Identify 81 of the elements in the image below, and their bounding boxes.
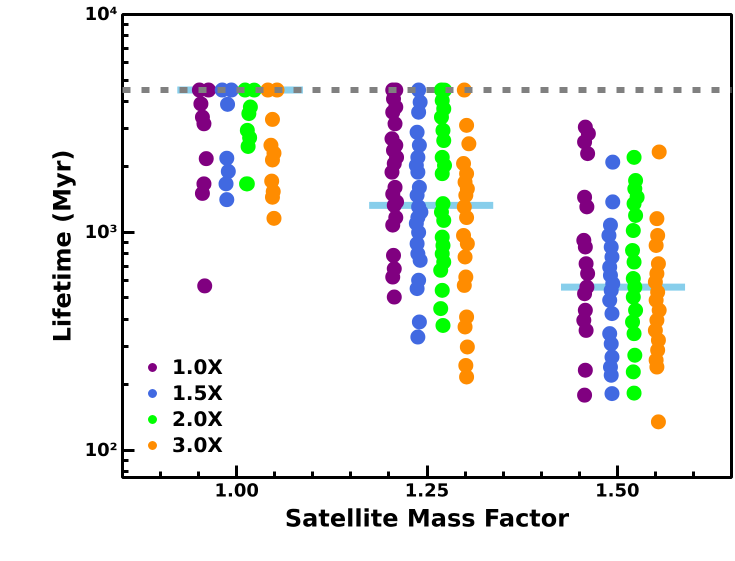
point (604, 336, 619, 352)
point (197, 278, 212, 294)
point (627, 348, 642, 363)
point (604, 386, 620, 402)
legend-label: 1.5X (172, 381, 223, 405)
point (650, 414, 666, 430)
legend-label: 2.0X (172, 407, 223, 431)
point (220, 96, 236, 112)
x-tick-label: 1.25 (404, 480, 450, 502)
point (604, 306, 620, 322)
point (411, 104, 426, 120)
point (578, 322, 594, 338)
x-axis-title: Satellite Mass Factor (284, 504, 570, 532)
point (436, 212, 452, 228)
point (388, 116, 403, 132)
point (384, 164, 400, 180)
point (580, 146, 596, 162)
y-tick-label: 10² (84, 440, 118, 461)
point (433, 262, 448, 278)
point (579, 199, 594, 214)
point (628, 208, 644, 223)
y-tick-label: 10⁴ (84, 4, 118, 25)
point (458, 320, 473, 334)
y-axis-title: Lifetime (Myr) (48, 150, 77, 342)
point (626, 386, 642, 401)
point (626, 326, 642, 342)
point (193, 96, 208, 112)
point (194, 186, 210, 201)
point (652, 144, 667, 160)
point (410, 330, 426, 344)
point (436, 133, 452, 148)
point (412, 138, 427, 153)
point (412, 314, 427, 330)
point (626, 150, 642, 165)
point (385, 218, 400, 233)
legend-label: 3.0X (172, 433, 223, 457)
point (218, 176, 234, 192)
point (626, 223, 641, 238)
point (602, 292, 618, 308)
point (580, 266, 596, 282)
point (412, 252, 428, 268)
point (460, 339, 475, 354)
x-tick-label: 1.50 (595, 480, 640, 502)
point (219, 150, 234, 166)
point (578, 362, 593, 378)
point (266, 210, 282, 226)
point (628, 302, 644, 318)
point (435, 318, 450, 333)
point (626, 290, 641, 305)
point (386, 290, 402, 305)
point (459, 369, 474, 384)
point (458, 250, 473, 264)
point (649, 211, 664, 226)
point (220, 164, 236, 179)
point (459, 210, 474, 226)
point (433, 301, 448, 316)
x-tick-label: 1.00 (214, 480, 259, 502)
point (605, 194, 620, 210)
point (264, 112, 280, 127)
point (605, 154, 620, 170)
point (577, 134, 592, 150)
point (459, 118, 474, 133)
point (626, 364, 641, 380)
point (577, 388, 592, 403)
point (626, 196, 642, 212)
y-tick-label: 10³ (84, 222, 118, 243)
point (386, 248, 402, 263)
point (198, 151, 214, 166)
point (577, 286, 592, 302)
point (410, 281, 425, 296)
point (385, 270, 400, 284)
point (434, 166, 450, 182)
point (434, 110, 449, 125)
point (648, 238, 664, 253)
point (626, 254, 642, 270)
point (219, 192, 234, 208)
point (460, 236, 475, 252)
point (461, 136, 476, 152)
legend-label: 1.0X (172, 355, 223, 379)
point (410, 124, 425, 140)
point (434, 282, 450, 298)
